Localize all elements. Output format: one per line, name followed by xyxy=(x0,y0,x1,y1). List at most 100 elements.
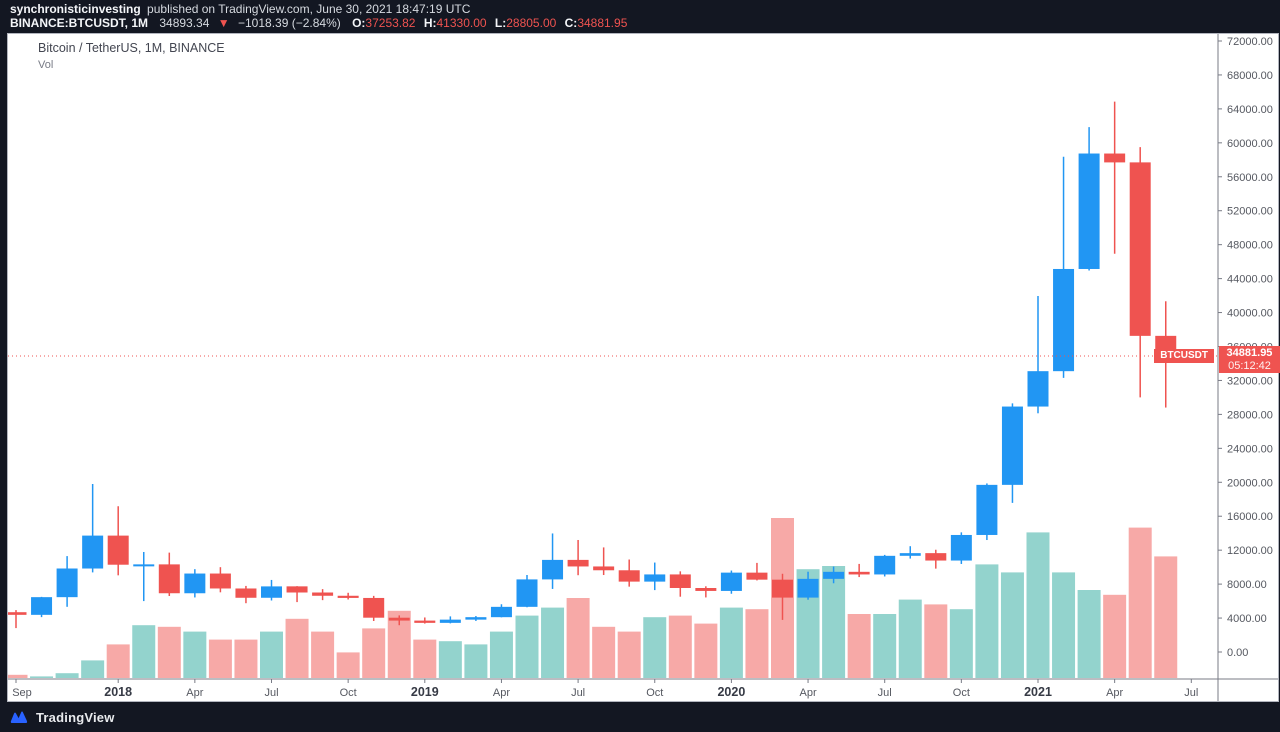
candle xyxy=(388,615,410,626)
price-tick-label: 0.00 xyxy=(1227,647,1248,659)
candle xyxy=(363,595,385,622)
candle xyxy=(593,547,615,576)
candle-body xyxy=(797,578,819,598)
high-value: 41330.00 xyxy=(436,16,487,30)
candle xyxy=(874,554,896,577)
candle-body xyxy=(1129,162,1151,336)
price-tick-label: 64000.00 xyxy=(1227,104,1273,116)
volume-bar xyxy=(30,676,54,678)
price-tick-label: 72000.00 xyxy=(1227,36,1273,48)
price-tick-label: 40000.00 xyxy=(1227,308,1273,320)
candle xyxy=(516,574,538,608)
candle xyxy=(107,506,129,576)
candle-body xyxy=(618,570,640,582)
candlestick-series xyxy=(8,101,1177,629)
volume-bar xyxy=(1052,572,1076,678)
price-axis-label-price: 34881.95 xyxy=(1226,347,1273,359)
candle xyxy=(8,610,27,629)
price-tick-label: 68000.00 xyxy=(1227,70,1273,82)
chart-canvas[interactable]: 0.00 4000.00 8000.00 12000.00 16000.00 20000.… xyxy=(8,34,1278,701)
candle xyxy=(184,569,206,598)
price-tick-label: 56000.00 xyxy=(1227,172,1273,184)
time-tick-label: Apr xyxy=(186,687,203,699)
price-tick-label: 32000.00 xyxy=(1227,375,1273,387)
candle xyxy=(1129,147,1151,398)
volume-bar xyxy=(157,626,181,678)
volume-bar xyxy=(592,626,616,678)
candle-body xyxy=(490,606,512,618)
candle-body xyxy=(388,617,410,621)
candle-body xyxy=(209,573,231,589)
candle-body xyxy=(31,597,53,615)
volume-bar xyxy=(55,673,79,678)
price-tick-label: 16000.00 xyxy=(1227,511,1273,523)
volume-bar xyxy=(464,644,488,678)
volume-bar xyxy=(489,631,513,678)
candle xyxy=(720,570,742,594)
price-axis[interactable]: 0.00 4000.00 8000.00 12000.00 16000.00 20000.… xyxy=(1217,34,1273,701)
volume-bar xyxy=(285,618,309,678)
volume-bar xyxy=(8,674,28,678)
candle xyxy=(542,533,564,589)
candle-body xyxy=(542,559,564,580)
price-change: −1018.39 (−2.84%) xyxy=(237,16,341,30)
time-tick-label: 2021 xyxy=(1024,685,1052,699)
candle-body xyxy=(644,574,666,582)
time-tick-label: Oct xyxy=(340,687,357,699)
price-tick-label: 44000.00 xyxy=(1227,274,1273,286)
candle xyxy=(1027,296,1049,414)
time-tick-label: 2018 xyxy=(104,685,132,699)
volume-series xyxy=(8,518,1178,678)
high-label: H: xyxy=(423,16,437,30)
candle-body xyxy=(593,566,615,571)
candle-body xyxy=(925,553,947,561)
price-axis-label-countdown: 05:12:42 xyxy=(1228,360,1271,372)
candle xyxy=(133,551,155,602)
candle-body xyxy=(695,588,717,591)
candle xyxy=(286,586,308,603)
time-tick-label: Apr xyxy=(1106,687,1123,699)
candle-body xyxy=(158,564,180,594)
candle xyxy=(797,571,819,600)
candle-body xyxy=(720,572,742,591)
candle-body xyxy=(669,574,691,588)
time-tick-label: Oct xyxy=(646,687,663,699)
candle xyxy=(312,589,334,601)
candle-body xyxy=(82,535,104,569)
volume-bar xyxy=(898,599,922,678)
volume-bar xyxy=(81,660,105,678)
volume-bar xyxy=(1077,590,1101,678)
candle xyxy=(56,556,78,607)
tradingview-logo-icon[interactable] xyxy=(10,710,29,724)
volume-bar xyxy=(617,631,641,678)
tradingview-brand-text[interactable]: TradingView xyxy=(36,709,115,725)
candle xyxy=(644,562,666,591)
candle xyxy=(746,562,768,581)
candle xyxy=(82,483,104,573)
candle xyxy=(976,483,998,541)
volume-bar xyxy=(234,639,258,678)
candle-body xyxy=(823,571,845,579)
candle xyxy=(950,532,972,564)
candle-body xyxy=(363,597,385,618)
candle xyxy=(465,616,487,621)
candle xyxy=(209,567,231,593)
time-tick-label: Jul xyxy=(571,687,585,699)
down-arrow-icon: ▼ xyxy=(217,16,230,30)
volume-bar xyxy=(668,615,692,678)
volume-bar xyxy=(260,631,283,678)
candle-body xyxy=(337,595,359,598)
time-axis[interactable]: Sep 2018 Apr Jul Oct 2019 Apr Jul Oct 2020 Apr Jul O… xyxy=(8,678,1278,699)
candle xyxy=(848,563,870,578)
candle xyxy=(1001,403,1023,503)
candle-body xyxy=(261,586,282,598)
volume-bar xyxy=(1000,572,1024,678)
volume-bar xyxy=(515,615,539,678)
chart-panel[interactable]: 0.00 4000.00 8000.00 12000.00 16000.00 20000.… xyxy=(7,33,1280,702)
candle xyxy=(823,566,845,584)
candle xyxy=(618,559,640,587)
volume-bar xyxy=(643,617,667,678)
candle-body xyxy=(56,568,78,598)
price-tick-label: 4000.00 xyxy=(1227,613,1267,625)
volume-bar xyxy=(1103,594,1127,678)
